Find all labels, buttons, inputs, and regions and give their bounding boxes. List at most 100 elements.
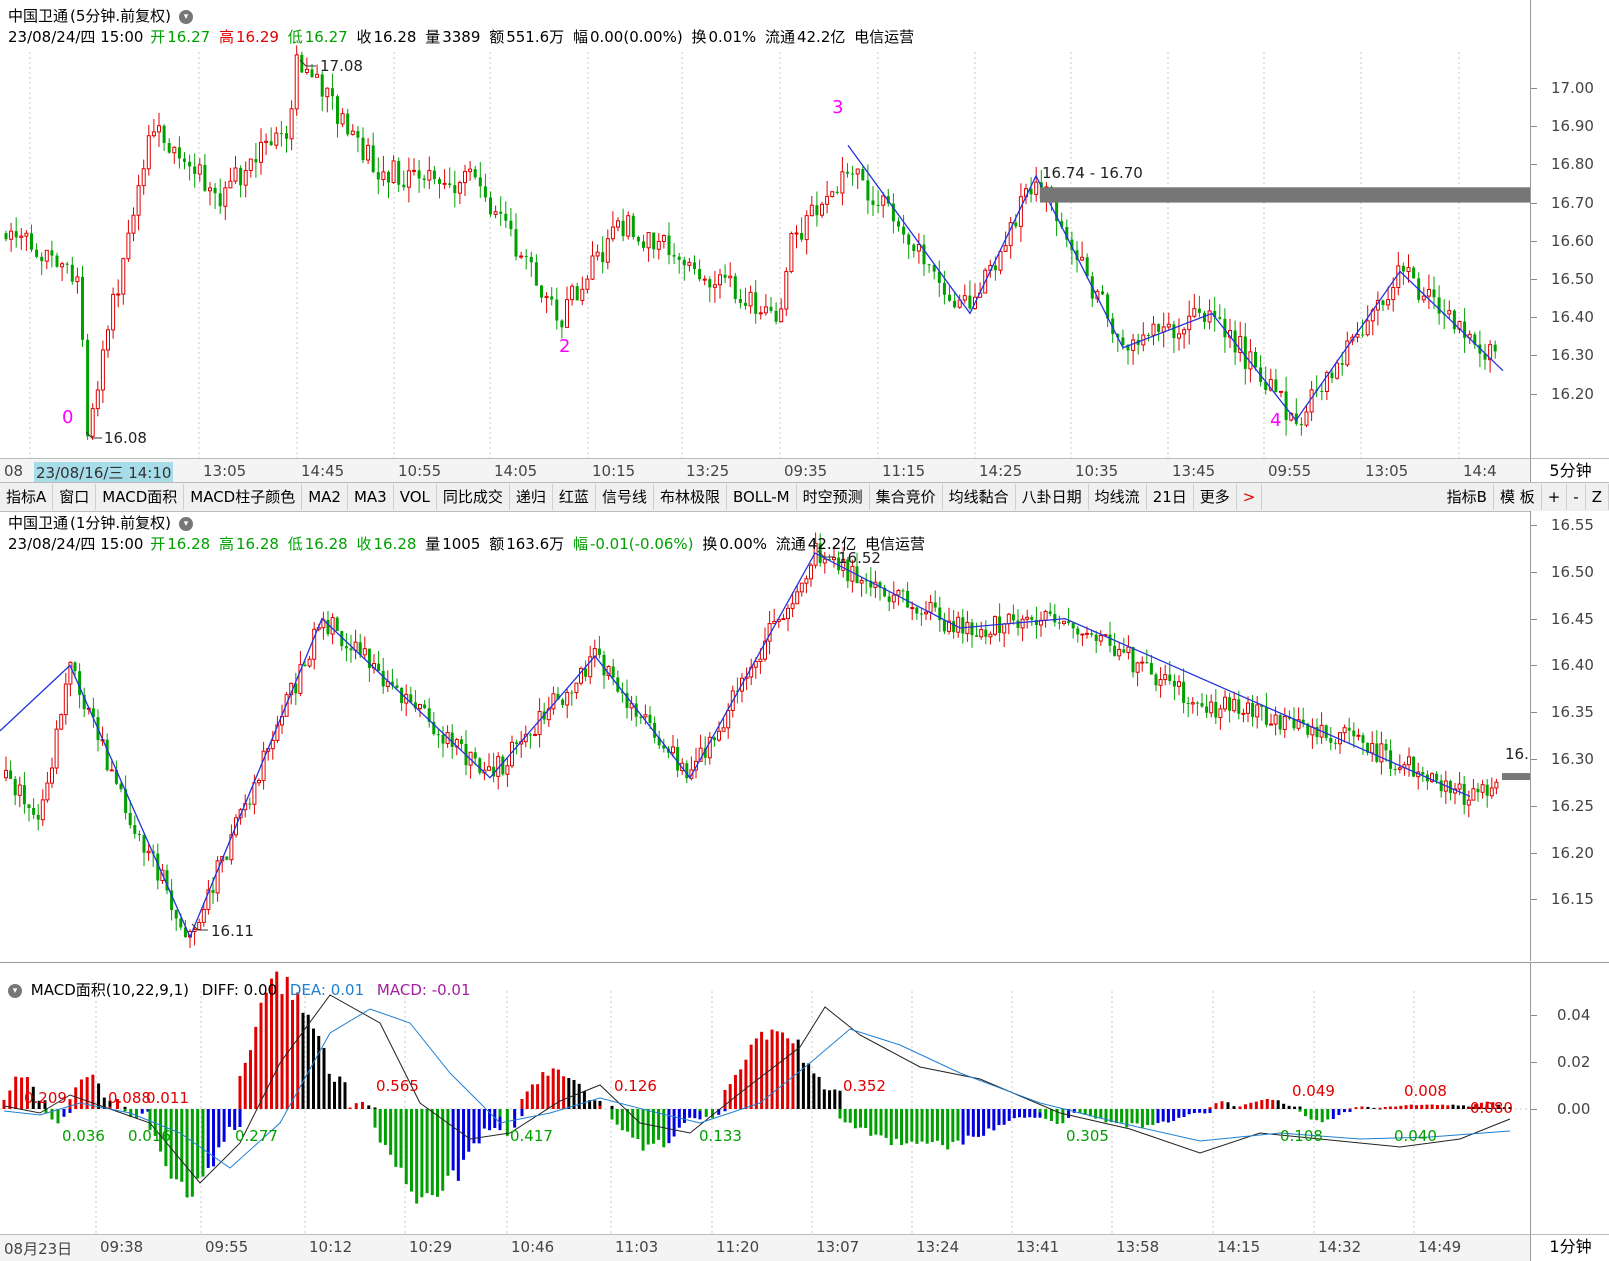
macd-histogram-bar xyxy=(1083,1109,1087,1115)
mid-candle xyxy=(1379,731,1384,775)
macd-histogram-bar xyxy=(631,1109,635,1138)
top-candle xyxy=(998,248,1003,275)
top-candle xyxy=(590,241,595,281)
mid-candle-body xyxy=(915,607,919,614)
toolbar-button[interactable]: 指标A xyxy=(0,484,54,510)
mid-candle xyxy=(998,603,1002,642)
mid-candle-body xyxy=(294,683,298,694)
mid-candle-body xyxy=(753,661,758,668)
macd-histogram-bar xyxy=(1099,1109,1103,1119)
toolbar-right-button[interactable]: 模 板 xyxy=(1494,484,1542,510)
mid-candle-body xyxy=(1306,723,1310,735)
toolbar-button[interactable]: 时空预测 xyxy=(797,484,870,510)
mid-candle xyxy=(1421,766,1425,782)
mid-candle-body xyxy=(869,580,873,588)
toolbar-button[interactable]: 红蓝 xyxy=(553,484,596,510)
mid-candle-body xyxy=(988,633,993,638)
mid-candle xyxy=(556,686,560,700)
mid-candle-body xyxy=(1255,704,1260,718)
toolbar-button[interactable]: 窗口 xyxy=(53,484,97,510)
period-5min-button[interactable]: 5分钟 xyxy=(1530,458,1609,483)
top-time-tick: 13:25 xyxy=(686,462,730,480)
macd-histogram-bar xyxy=(1198,1109,1202,1113)
toolbar-button[interactable]: 同比成交 xyxy=(437,484,510,510)
toolbar-button[interactable]: 更多 xyxy=(1194,484,1237,510)
mid-candle xyxy=(584,660,588,682)
toolbar-button[interactable]: BOLL-M xyxy=(727,484,797,510)
macd-histogram-bar xyxy=(1276,1100,1280,1109)
mid-candle-body xyxy=(1209,701,1214,714)
macd-histogram-bar xyxy=(1485,1101,1489,1109)
top-candle xyxy=(738,288,742,309)
macd-histogram-bar xyxy=(1109,1109,1113,1123)
mid-candle-body xyxy=(726,709,731,729)
top-candle-body xyxy=(75,276,80,283)
mid-candle-body xyxy=(229,834,234,861)
macd-histogram-bar xyxy=(399,1109,403,1168)
collapse-icon[interactable]: ▾ xyxy=(179,516,194,531)
top-candle-body xyxy=(968,295,972,309)
mid-last-price-bar xyxy=(1502,773,1530,781)
mid-candle xyxy=(36,804,40,831)
macd-histogram-bar xyxy=(1298,1106,1302,1109)
top-candle-body xyxy=(758,312,763,315)
toolbar-button[interactable]: MA2 xyxy=(302,484,348,510)
toolbar-more-arrow-icon[interactable]: > xyxy=(1237,484,1263,510)
top-time-tick: 13:05 xyxy=(1365,462,1409,480)
macd-histogram-bar xyxy=(338,1076,342,1109)
macd-time-tick: 10:12 xyxy=(309,1238,353,1256)
toolbar-button[interactable]: MA3 xyxy=(348,484,394,510)
toolbar-button[interactable]: 均线流 xyxy=(1089,484,1147,510)
top-candle-body xyxy=(1294,413,1298,424)
toolbar-button[interactable]: 递归 xyxy=(510,484,553,510)
toolbar-right-button[interactable]: - xyxy=(1567,484,1586,510)
macd-histogram-bar xyxy=(1388,1106,1392,1109)
top-candle-body xyxy=(1304,411,1309,426)
mid-candle-body xyxy=(1292,718,1296,729)
top-candle-body xyxy=(106,329,110,351)
toolbar-button[interactable]: 21日 xyxy=(1147,484,1194,510)
mid-turnover: 换 0.00% xyxy=(702,535,767,553)
top-candle xyxy=(499,196,503,226)
top-candle xyxy=(835,186,839,195)
macd-histogram-bar xyxy=(1220,1101,1224,1109)
top-candle xyxy=(897,217,900,232)
top-candle-body xyxy=(95,389,100,410)
toolbar-button[interactable]: 布林极限 xyxy=(654,484,727,510)
top-candle xyxy=(1141,322,1146,352)
toolbar-button[interactable]: MACD面积 xyxy=(96,484,185,510)
toolbar-right-button[interactable]: + xyxy=(1542,484,1568,510)
toolbar-button[interactable]: VOL xyxy=(394,484,437,510)
collapse-icon[interactable]: ▾ xyxy=(179,9,194,24)
top-candle xyxy=(75,267,80,294)
mid-volume: 量 1005 xyxy=(425,535,481,553)
collapse-icon[interactable]: ▾ xyxy=(8,983,22,998)
toolbar-button[interactable]: 集合竞价 xyxy=(870,484,943,510)
toolbar-right-button[interactable]: 指标B xyxy=(1441,484,1494,510)
mid-candle-body xyxy=(570,692,574,694)
top-candle-body xyxy=(948,294,951,301)
macd-histogram-bar xyxy=(1435,1105,1439,1109)
mid-candle-body xyxy=(1011,614,1015,621)
macd-histogram-bar xyxy=(869,1109,873,1136)
toolbar-button[interactable]: 信号线 xyxy=(596,484,654,510)
top-candle-body xyxy=(595,251,600,257)
top-candle xyxy=(942,270,946,305)
mid-candle xyxy=(27,804,31,822)
mid-candle-body xyxy=(68,661,73,685)
toolbar-button[interactable]: 八卦日期 xyxy=(1016,484,1089,510)
macd-histogram-bar xyxy=(1491,1102,1495,1109)
top-candle-body xyxy=(473,169,477,178)
mid-candle xyxy=(1269,713,1273,726)
mid-candle xyxy=(165,864,169,895)
top-price-axis: 17.00 16.90 16.80 16.70 16.60 16.50 16.40 16.30… xyxy=(1530,0,1609,458)
toolbar-button[interactable]: MACD柱子颜色 xyxy=(184,484,303,510)
macd-histogram-bar xyxy=(1254,1101,1258,1109)
toolbar-right-button[interactable]: Z xyxy=(1586,484,1609,510)
toolbar-button[interactable]: 均线黏合 xyxy=(943,484,1016,510)
macd-histogram-bar xyxy=(946,1109,950,1150)
period-1min-button[interactable]: 1分钟 xyxy=(1530,1234,1609,1261)
top-candle xyxy=(652,232,656,259)
macd-histogram-bar xyxy=(123,1106,127,1109)
